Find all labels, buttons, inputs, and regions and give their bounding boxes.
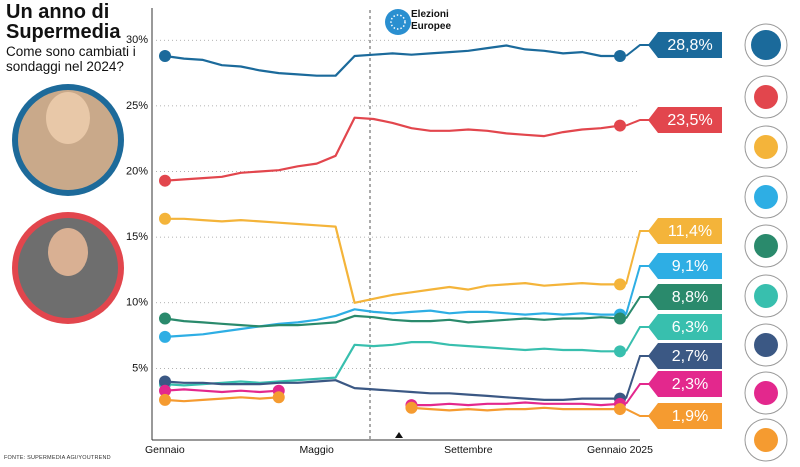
y-tick-label: 25% [126,100,148,112]
label-box [648,218,722,244]
point-marker [614,345,626,358]
y-tick-label: 10% [126,297,148,309]
point-marker [272,391,285,404]
y-tick-label: 5% [132,362,148,374]
label-box [648,107,722,133]
series-line [164,308,620,338]
y-tick-label: 30% [126,34,148,46]
label-box [648,253,722,279]
logo [754,333,778,357]
point-marker [614,119,626,132]
connector [625,326,650,352]
connector [625,119,650,127]
point-marker [159,312,171,325]
point-marker [614,50,626,62]
logo [751,30,781,60]
logo [754,234,778,258]
logo [754,135,778,159]
eu-stars [390,14,406,30]
point-marker [614,278,626,291]
connector [625,265,650,315]
point-marker [159,384,171,397]
logos [744,23,788,462]
connector [625,355,650,399]
chart-subtitle: Come sono cambiati i sondaggi nel 2024? [6,44,136,74]
point-marker [614,403,626,416]
y-tick-label: 15% [126,231,148,243]
logo [754,428,778,452]
connector [625,408,650,417]
annotation: Elezioni Europee [411,9,452,32]
chart-title: Un anno di Supermedia [6,1,121,43]
series-line [164,396,620,412]
value-label: 2,7% [672,348,708,365]
x-tick-label: Settembre [444,444,493,456]
value-label: 1,9% [672,408,708,425]
logo [754,85,778,109]
logo [754,284,778,308]
label-box [648,284,722,310]
point-marker [159,50,171,62]
logo [754,185,778,209]
photo-face [46,92,90,144]
point-marker [159,375,171,388]
point-marker [159,212,171,225]
value-label: 23,5% [667,112,712,129]
point-marker [405,401,418,414]
series-line [164,44,620,77]
y-tick-label: 20% [126,165,148,177]
source: FONTE: SUPERMEDIA AGI/YOUTREND [4,455,111,461]
value-label: 6,3% [672,319,708,336]
connector [625,383,650,405]
value-label: 11,4% [668,223,712,240]
series-line [164,116,621,182]
series-line [164,314,621,328]
eu-icon [385,9,411,35]
series-line [164,341,620,387]
event-marker [395,432,403,438]
series-line [164,388,621,407]
logo [754,381,778,405]
series-line [164,379,620,401]
photo-face [48,228,88,276]
value-label: 2,3% [672,376,708,393]
x-tick-label: Maggio [299,444,334,456]
label-box [648,371,722,397]
label-box [648,32,722,58]
point-marker [159,330,171,343]
connector [625,230,650,285]
point-marker [614,312,626,325]
x-tick-label: Gennaio [145,444,185,456]
series-line [165,217,620,304]
value-label: 9,1% [672,258,708,275]
point-marker [159,174,171,187]
label-box [648,343,722,369]
x-tick-label: Gennaio 2025 [587,444,653,456]
connector [625,296,650,320]
value-label: 8,8% [672,289,708,306]
label-box [648,314,722,340]
value-label: 28,8% [667,37,712,54]
point-marker [159,393,171,406]
label-box [648,403,722,429]
connector [625,44,650,57]
